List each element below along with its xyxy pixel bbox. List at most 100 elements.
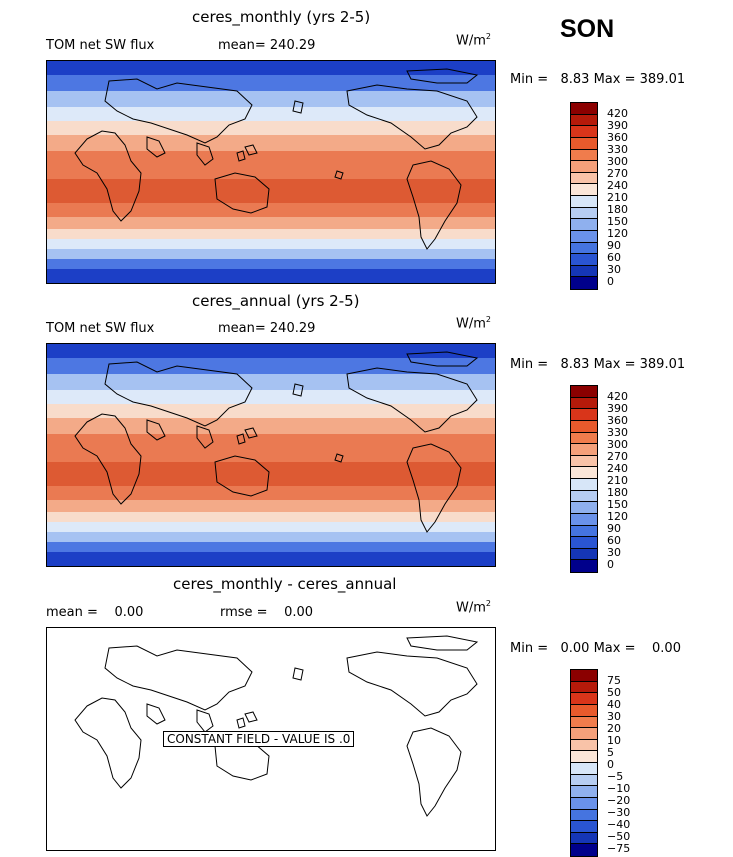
colorbar-tick-label: 30 <box>607 263 621 276</box>
colorbar-tick-label: −20 <box>607 794 631 807</box>
coastline <box>196 425 214 449</box>
colorbar-tick-label: 60 <box>607 251 621 264</box>
flux-band <box>47 512 495 523</box>
panel1-mean-value: 240.29 <box>269 38 316 53</box>
colorbar-swatch <box>571 670 597 682</box>
coastline <box>74 130 142 222</box>
flux-band <box>47 462 495 487</box>
flux-band <box>47 135 495 152</box>
colorbar-tick-label: 120 <box>607 227 628 240</box>
coastline <box>334 170 344 180</box>
colorbar-swatch <box>571 242 597 255</box>
panel1-minmax: Min = 8.83 Max = 389.01 <box>510 72 686 87</box>
colorbar-tick-label: 330 <box>607 426 628 439</box>
colorbar-swatch <box>571 537 597 549</box>
flux-band <box>47 358 495 375</box>
coastline <box>406 727 462 817</box>
colorbar-swatch <box>571 103 597 115</box>
flux-band <box>47 121 495 136</box>
flux-band <box>47 434 495 463</box>
colorbar-tick-label: 0 <box>607 275 614 288</box>
panel2-max-value: 389.01 <box>639 357 686 372</box>
coastline <box>236 433 246 445</box>
panel2-min-value: 8.83 <box>560 357 590 372</box>
panel1-mean-label: mean= 240.29 <box>218 38 316 53</box>
colorbar-swatch <box>571 704 597 717</box>
colorbar-swatch <box>571 832 597 845</box>
colorbar-swatch <box>571 751 597 763</box>
panel3-mean-value: 0.00 <box>114 605 144 620</box>
colorbar-swatch <box>571 444 597 456</box>
panel3-colorbar-labels: 75 50 40 30 20 10 5 0 −5 −10 −20 −30 −40 −50 −75 <box>607 675 630 855</box>
colorbar-tick-label: −30 <box>607 806 631 819</box>
colorbar-tick-label: 30 <box>607 710 621 723</box>
flux-band <box>47 522 495 533</box>
flux-band <box>47 542 495 553</box>
coastline <box>244 427 258 439</box>
colorbar-tick-label: 270 <box>607 167 628 180</box>
flux-band <box>47 344 495 359</box>
coastline <box>214 455 270 497</box>
panel3-mean: mean = 0.00 <box>46 605 144 620</box>
colorbar-swatch <box>571 786 597 798</box>
colorbar-swatch <box>571 490 597 503</box>
coastline <box>346 367 478 433</box>
coastline <box>406 635 479 651</box>
colorbar-swatch <box>571 196 597 208</box>
colorbar-swatch <box>571 172 597 185</box>
colorbar-tick-label: 30 <box>607 546 621 559</box>
colorbar-tick-label: 360 <box>607 131 628 144</box>
coastline <box>406 443 462 533</box>
colorbar-tick-label: 210 <box>607 191 628 204</box>
colorbar-swatch <box>571 809 597 822</box>
colorbar-swatch <box>571 184 597 196</box>
colorbar-swatch <box>571 277 597 289</box>
coastline <box>244 144 258 156</box>
panel2-variable-label: TOM net SW flux <box>46 321 155 336</box>
panel2-minmax: Min = 8.83 Max = 389.01 <box>510 357 686 372</box>
flux-band <box>47 249 495 260</box>
colorbar-tick-label: 5 <box>607 746 614 759</box>
coastline <box>292 100 304 114</box>
colorbar-swatch <box>571 114 597 127</box>
colorbar-tick-label: 60 <box>607 534 621 547</box>
coastline <box>236 150 246 162</box>
colorbar-tick-label: 180 <box>607 203 628 216</box>
coastline <box>196 709 214 733</box>
colorbar-tick-label: 420 <box>607 107 628 120</box>
panel1-title: ceres_monthly (yrs 2-5) <box>192 8 371 26</box>
panel1-variable-label: TOM net SW flux <box>46 38 155 53</box>
colorbar-swatch <box>571 763 597 775</box>
coastline <box>196 142 214 166</box>
colorbar-tick-label: 0 <box>607 758 614 771</box>
coastline <box>104 78 253 144</box>
colorbar-tick-label: 10 <box>607 734 621 747</box>
flux-field <box>47 344 495 566</box>
coastline <box>146 703 166 725</box>
colorbar-swatch <box>571 161 597 173</box>
flux-band <box>47 203 495 218</box>
flux-band <box>47 107 495 122</box>
panel3-rmse: rmse = 0.00 <box>220 605 314 620</box>
coastline <box>146 419 166 441</box>
flux-band <box>47 91 495 108</box>
panel1-max-value: 389.01 <box>639 72 686 87</box>
panel3-units: W/m2 <box>456 599 491 616</box>
colorbar-tick-label: 0 <box>607 558 614 571</box>
colorbar-swatch <box>571 513 597 526</box>
panel2-units: W/m2 <box>456 315 491 332</box>
flux-band <box>47 151 495 180</box>
panel3-max-value: 0.00 <box>652 641 681 656</box>
colorbar-tick-label: 390 <box>607 119 628 132</box>
colorbar-swatch <box>571 548 597 561</box>
panel2-mean-label: mean= 240.29 <box>218 321 316 336</box>
flux-band <box>47 259 495 270</box>
panel1-colorbar <box>570 102 598 290</box>
flux-band <box>47 269 495 283</box>
coastline <box>236 717 246 729</box>
panel1-map <box>46 60 496 284</box>
coastline <box>214 172 270 214</box>
colorbar-tick-label: 90 <box>607 239 621 252</box>
coastline <box>74 697 142 789</box>
colorbar-tick-label: 270 <box>607 450 628 463</box>
